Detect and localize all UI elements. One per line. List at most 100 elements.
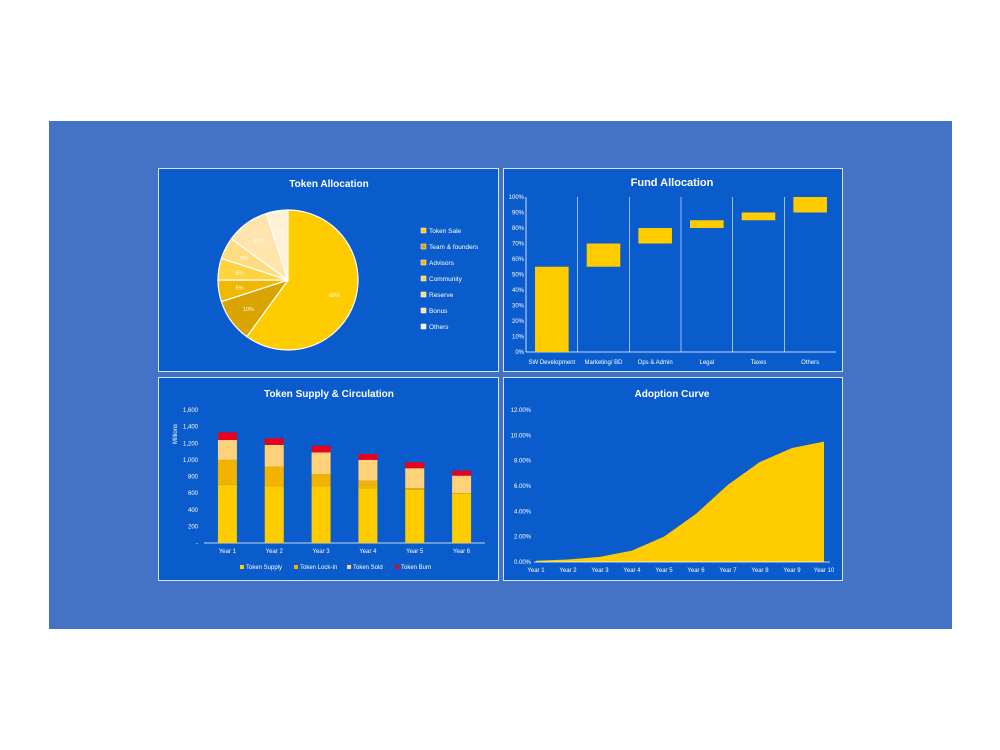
y-axis-label: Millions: [173, 424, 179, 444]
bar-segment-0: [264, 486, 284, 543]
legend-swatch: [240, 565, 244, 569]
token-allocation-chart: Token Allocation 60% 10% 5% 5% 5% 10% 5% Token …: [217, 179, 479, 351]
x-tick-label: Year 2: [266, 549, 284, 555]
bar-segment-0: [217, 484, 237, 543]
bar-segment-2: [217, 439, 237, 460]
y-tick-label: 70%: [512, 242, 525, 248]
chart-title: Token Allocation: [289, 179, 368, 190]
y-tick-label: 200: [188, 524, 199, 530]
fund-allocation-panel: Fund Allocation 0% 10% 20% 30% 40% 50% 60% 70% 8…: [503, 168, 843, 372]
x-tick-label: Marketing/ BD: [584, 360, 623, 366]
x-tick-label: Year 10: [814, 568, 835, 574]
x-tick-label: Year 1: [219, 549, 237, 555]
bar-3: [690, 220, 724, 228]
x-tick-label: Year 3: [591, 568, 609, 574]
x-tick-label: Year 3: [313, 549, 331, 555]
x-tick-label: Year 2: [559, 568, 577, 574]
y-tick-label: 0%: [515, 350, 524, 356]
y-tick-label: 100%: [509, 195, 525, 201]
legend-entry: Bonus: [429, 308, 448, 315]
bar-segment-2: [452, 475, 472, 494]
y-tick-label: 400: [188, 508, 199, 514]
area-series: [536, 441, 824, 562]
legend-swatch: [420, 243, 427, 250]
legend-entry: Token Sold: [353, 565, 383, 571]
x-tick-label: Year 9: [783, 568, 801, 574]
pie-data-label: 60%: [329, 293, 340, 299]
y-tick-label: 12.00%: [511, 408, 532, 414]
y-tick-label: 40%: [512, 288, 525, 294]
token-supply-panel: Token Supply & Circulation Millions - 200…: [158, 377, 499, 581]
bar-5: [793, 197, 827, 213]
y-tick-label: 10.00%: [511, 433, 532, 439]
chart-title: Adoption Curve: [635, 389, 710, 400]
bar-segment-3: [452, 470, 472, 476]
x-tick-label: Year 5: [406, 549, 424, 555]
y-tick-label: 90%: [512, 211, 525, 217]
legend-swatch: [420, 275, 427, 282]
y-tick-label: 1,600: [183, 408, 199, 414]
y-tick-label: 30%: [512, 304, 525, 310]
adoption-curve-chart: Adoption Curve 0.00% 2.00% 4.00% 6.00% 8.00%…: [511, 389, 835, 574]
y-tick-label: 6.00%: [514, 484, 532, 490]
bar-1: [586, 243, 621, 267]
pie-data-label: 5%: [240, 256, 248, 262]
x-tick-label: Others: [801, 360, 819, 366]
y-tick-label: 80%: [512, 226, 525, 232]
x-tick-label: Year 5: [655, 568, 673, 574]
y-tick-label: 0.00%: [514, 560, 532, 566]
x-tick-label: Year 4: [359, 549, 377, 555]
pie-data-label: 10%: [243, 307, 254, 313]
slide-background: Token Allocation 60% 10% 5% 5% 5% 10% 5% Token …: [49, 121, 952, 629]
bar-segment-3: [358, 454, 378, 460]
chart-title: Token Supply & Circulation: [264, 389, 394, 400]
x-tick-label: Taxes: [751, 360, 767, 366]
bar-2: [638, 228, 672, 244]
legend-swatch: [395, 565, 399, 569]
y-tick-label: -: [196, 541, 198, 547]
pie-data-label: 5%: [236, 286, 244, 292]
pie-slice-0: [246, 209, 359, 351]
legend-entry: Community: [429, 276, 463, 283]
legend-swatch: [420, 291, 427, 298]
pie-data-label: 5%: [276, 230, 284, 236]
y-tick-label: 1,200: [183, 441, 199, 447]
legend-entry: Token Lock-In: [300, 565, 337, 571]
token-allocation-panel: Token Allocation 60% 10% 5% 5% 5% 10% 5% Token …: [158, 168, 499, 372]
x-tick-label: Year 6: [453, 549, 471, 555]
legend-entry: Token Supply: [246, 565, 282, 571]
fund-allocation-chart: Fund Allocation 0% 10% 20% 30% 40% 50% 60% 70% 8…: [509, 177, 836, 366]
y-tick-label: 4.00%: [514, 509, 532, 515]
y-tick-label: 1,400: [183, 425, 199, 431]
legend-entry: Advisors: [429, 260, 455, 267]
y-tick-label: 1,000: [183, 458, 199, 464]
y-tick-label: 600: [188, 491, 199, 497]
bar-0: [535, 266, 569, 352]
bar-segment-1: [358, 480, 378, 489]
bar-segment-2: [264, 444, 284, 467]
bar-4: [741, 212, 776, 221]
x-tick-label: Ops & Admin: [638, 360, 673, 366]
y-tick-label: 50%: [512, 273, 525, 279]
y-tick-label: 800: [188, 475, 199, 481]
bar-segment-3: [264, 438, 284, 445]
pie-data-label: 5%: [236, 270, 244, 276]
legend-entry: Reserve: [429, 292, 454, 299]
legend-swatch: [420, 307, 427, 314]
bar-segment-0: [405, 489, 425, 543]
bar-segment-1: [311, 474, 331, 487]
x-tick-label: Year 6: [687, 568, 705, 574]
x-tick-label: Year 7: [719, 568, 737, 574]
x-tick-label: SW Development: [528, 360, 575, 366]
bar-segment-1: [452, 493, 472, 494]
x-tick-label: Year 4: [623, 568, 641, 574]
bar-segment-3: [311, 445, 331, 453]
adoption-curve-panel: Adoption Curve 0.00% 2.00% 4.00% 6.00% 8.00%…: [503, 377, 843, 581]
legend-swatch: [347, 565, 351, 569]
legend-entry: Token Sale: [429, 228, 462, 235]
bar-segment-0: [358, 488, 378, 543]
x-tick-label: Year 8: [751, 568, 769, 574]
bar-segment-2: [311, 452, 331, 475]
bar-segment-1: [217, 459, 237, 485]
token-supply-chart: Token Supply & Circulation Millions - 200…: [173, 389, 485, 571]
